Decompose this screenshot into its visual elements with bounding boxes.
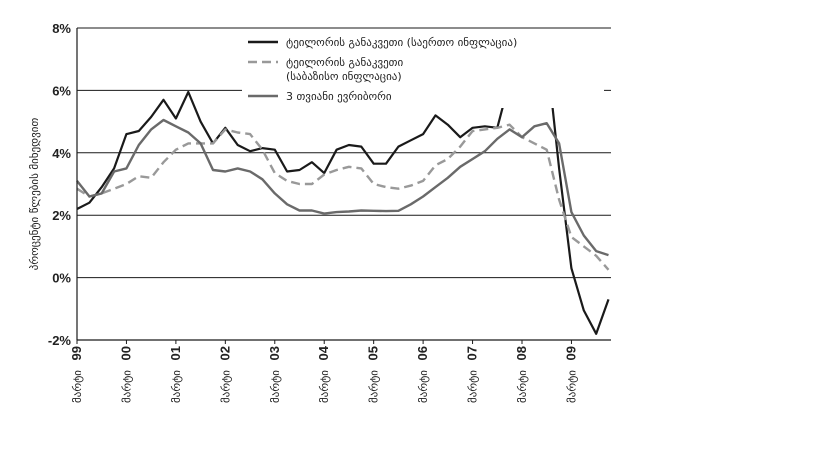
x-tick-label-group: 00 მარტი (118, 346, 133, 403)
x-tick-label-group: 02 მარტი (217, 346, 232, 403)
legend-label-3: 3 თვიანი ევრიბორი (286, 90, 392, 103)
x-tick-year: 07 (465, 346, 480, 360)
x-tick-year: 05 (366, 346, 381, 360)
x-tick-year: 04 (316, 345, 331, 360)
x-tick-label-group: 04 მარტი (316, 345, 331, 403)
x-tick-year: 08 (514, 346, 529, 360)
x-tick-month: მარტი (71, 370, 84, 403)
x-tick-year: 99 (69, 346, 84, 360)
y-tick-label: 4% (52, 146, 71, 161)
x-tick-year: 06 (415, 346, 430, 360)
x-tick-month: მარტი (269, 370, 282, 403)
x-tick-year: 02 (217, 346, 232, 360)
x-tick-label-group: 07 მარტი (465, 346, 480, 403)
x-tick-year: 00 (118, 346, 133, 360)
x-tick-month: მარტი (170, 370, 183, 403)
legend-label-1: ტეილორის განაკვეთი (საერთო ინფლაცია) (286, 36, 517, 49)
x-tick-label-group: 06 მარტი (415, 346, 430, 403)
x-tick-month: მარტი (318, 370, 331, 403)
y-axis-title: პროცენტი წლების მიხედვით (28, 118, 41, 271)
x-tick-month: მარტი (120, 370, 133, 403)
x-tick-month: მარტი (467, 370, 480, 403)
x-tick-label-group: 99 მარტი (69, 346, 84, 403)
legend-label-2: ტეილორის განაკვეთი (საბაზისო ინფლაცია) (286, 56, 403, 83)
x-tick-labels: 99 მარტი 00 მარტი 01 მარტი 02 მარტი 03 მარტი 04 მარ… (69, 340, 578, 403)
x-tick-month: მარტი (368, 370, 381, 403)
x-tick-year: 01 (168, 346, 183, 360)
y-tick-label: 0% (52, 271, 71, 286)
x-tick-label-group: 03 მარტი (267, 346, 282, 403)
x-tick-year: 09 (563, 346, 578, 360)
x-tick-label-group: 01 მარტი (168, 346, 183, 403)
y-tick-label: 6% (52, 83, 71, 98)
series-line-3 (76, 118, 609, 257)
x-tick-year: 03 (267, 346, 282, 360)
y-tick-labels: -2% 0% 2% 4% 6% 8% (48, 21, 72, 348)
x-tick-month: მარტი (565, 370, 578, 403)
x-tick-label-group: 08 მარტი (514, 346, 529, 403)
legend: ტეილორის განაკვეთი (საერთო ინფლაცია) ტეილ… (242, 34, 604, 108)
y-tick-label: -2% (48, 333, 72, 348)
x-tick-month: მარტი (219, 370, 232, 403)
legend-background (242, 34, 604, 108)
y-tick-label: 2% (52, 208, 71, 223)
x-tick-month: მარტი (516, 370, 529, 403)
y-tick-label: 8% (52, 21, 71, 36)
x-tick-label-group: 05 მარტი (366, 346, 381, 403)
x-tick-label-group: 09 მარტი (563, 346, 578, 403)
x-tick-month: მარტი (417, 370, 430, 403)
